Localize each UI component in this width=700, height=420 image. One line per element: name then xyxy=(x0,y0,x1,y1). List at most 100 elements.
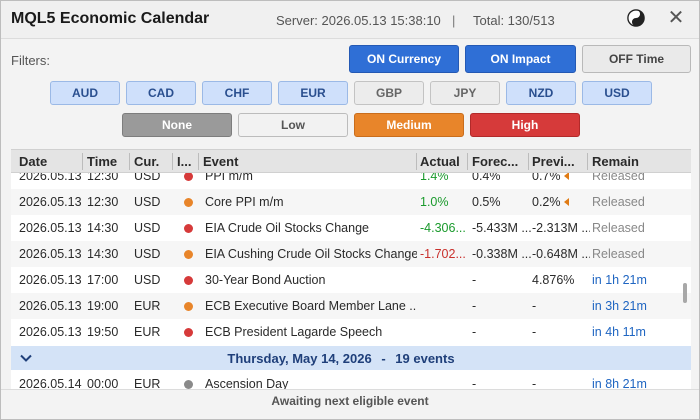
impact-button-none[interactable]: None xyxy=(122,113,232,137)
cell-remain: in 8h 21m xyxy=(592,377,647,389)
cell-forecast: - xyxy=(472,299,477,313)
column-header-actual[interactable]: Actual xyxy=(420,154,460,169)
impact-none-dot xyxy=(184,380,193,389)
column-divider[interactable] xyxy=(587,153,588,170)
revision-arrow-icon xyxy=(563,173,569,180)
time-filter-toggle[interactable]: OFF Time xyxy=(582,45,691,73)
impact-high-dot xyxy=(184,224,193,233)
status-bar: Awaiting next eligible event xyxy=(1,389,699,419)
cell-actual: -4.306... xyxy=(420,221,466,235)
column-header-date[interactable]: Date xyxy=(19,154,48,169)
column-header-time[interactable]: Time xyxy=(87,154,118,169)
cell-remain: Released xyxy=(592,247,645,261)
cell-currency: EUR xyxy=(134,377,161,389)
table-row[interactable]: 2026.05.13 19:00 EUR ECB Executive Board… xyxy=(11,293,691,319)
status-text: Awaiting next eligible event xyxy=(271,394,429,408)
column-divider[interactable] xyxy=(129,153,130,170)
cell-currency: USD xyxy=(134,195,161,209)
impact-medium-dot xyxy=(184,198,193,207)
table-row[interactable]: 2026.05.13 14:30 USD EIA Crude Oil Stock… xyxy=(11,215,691,241)
close-icon[interactable]: ✕ xyxy=(667,7,685,29)
cell-time: 17:00 xyxy=(87,273,119,287)
currency-button-chf[interactable]: CHF xyxy=(202,81,272,105)
total-count: Total: 130/513 xyxy=(473,13,555,28)
cell-previous: 0.2% xyxy=(532,195,561,209)
currency-button-eur[interactable]: EUR xyxy=(278,81,348,105)
column-header-remain[interactable]: Remain xyxy=(592,154,639,169)
cell-previous-wrap: 0.2% xyxy=(532,195,590,209)
impact-button-high[interactable]: High xyxy=(470,113,580,137)
cell-date: 2026.05.13 xyxy=(19,195,82,209)
cell-time: 19:50 xyxy=(87,325,119,339)
cell-currency: USD xyxy=(134,247,161,261)
cell-currency: USD xyxy=(134,273,161,287)
cell-event: EIA Crude Oil Stocks Change xyxy=(205,221,369,235)
cell-forecast: - xyxy=(472,273,477,287)
cell-previous: - xyxy=(532,377,537,389)
column-divider[interactable] xyxy=(82,153,83,170)
currency-button-gbp[interactable]: GBP xyxy=(354,81,424,105)
cell-event: Core PPI m/m xyxy=(205,195,284,209)
currency-button-nzd[interactable]: NZD xyxy=(506,81,576,105)
date-group-header[interactable]: Thursday, May 14, 2026 - 19 events xyxy=(11,346,691,370)
column-header-event[interactable]: Event xyxy=(203,154,239,169)
column-divider[interactable] xyxy=(528,153,529,170)
table-header: Date Time Cur. I... Event Actual Forec..… xyxy=(11,149,691,173)
currency-button-aud[interactable]: AUD xyxy=(50,81,120,105)
cell-remain: Released xyxy=(592,221,645,235)
impact-filter-toggle[interactable]: ON Impact xyxy=(465,45,576,73)
cell-remain: Released xyxy=(592,173,645,183)
column-divider[interactable] xyxy=(172,153,173,170)
cell-currency: USD xyxy=(134,221,161,235)
cell-time: 19:00 xyxy=(87,299,119,313)
cell-date: 2026.05.13 xyxy=(19,299,82,313)
cell-forecast: 0.4% xyxy=(472,173,501,183)
table-row[interactable]: 2026.05.13 17:00 USD 30-Year Bond Auctio… xyxy=(11,267,691,293)
column-header-previous[interactable]: Previ... xyxy=(532,154,575,169)
column-header-currency[interactable]: Cur. xyxy=(134,154,160,169)
column-divider[interactable] xyxy=(467,153,468,170)
column-divider[interactable] xyxy=(198,153,199,170)
impact-high-dot xyxy=(184,328,193,337)
cell-actual: -1.702... xyxy=(420,247,466,261)
impact-button-medium[interactable]: Medium xyxy=(354,113,464,137)
currency-button-usd[interactable]: USD xyxy=(582,81,652,105)
cell-time: 14:30 xyxy=(87,247,119,261)
currency-button-jpy[interactable]: JPY xyxy=(430,81,500,105)
column-divider[interactable] xyxy=(416,153,417,170)
cell-currency: USD xyxy=(134,173,161,183)
cell-date: 2026.05.13 xyxy=(19,221,82,235)
table-row[interactable]: 2026.05.13 12:30 USD PPI m/m 1.4% 0.4% 0… xyxy=(11,173,691,189)
cell-date: 2026.05.13 xyxy=(19,273,82,287)
table-row[interactable]: 2026.05.14 00:00 EUR Ascension Day - - i… xyxy=(11,371,691,389)
group-label: Thursday, May 14, 2026 - 19 events xyxy=(11,351,671,366)
events-table[interactable]: 2026.05.13 12:30 USD PPI m/m 1.4% 0.4% 0… xyxy=(11,173,691,389)
table-row[interactable]: 2026.05.13 12:30 USD Core PPI m/m 1.0% 0… xyxy=(11,189,691,215)
revision-arrow-icon xyxy=(563,198,569,206)
cell-time: 12:30 xyxy=(87,173,119,183)
impact-button-low[interactable]: Low xyxy=(238,113,348,137)
currency-filter-toggle[interactable]: ON Currency xyxy=(349,45,459,73)
cell-event: EIA Cushing Crude Oil Stocks Change xyxy=(205,247,417,261)
cell-previous: -0.648M ... xyxy=(532,247,590,261)
table-row[interactable]: 2026.05.13 14:30 USD EIA Cushing Crude O… xyxy=(11,241,691,267)
column-header-impact[interactable]: I... xyxy=(177,154,192,169)
cell-time: 14:30 xyxy=(87,221,119,235)
cell-previous: 0.7% xyxy=(532,173,561,183)
cell-remain: in 3h 21m xyxy=(592,299,647,313)
cell-event: PPI m/m xyxy=(205,173,253,183)
cell-previous: 4.876% xyxy=(532,273,575,287)
scrollbar-thumb[interactable] xyxy=(683,283,687,303)
cell-forecast: - xyxy=(472,325,477,339)
cell-actual: 1.0% xyxy=(420,195,449,209)
cell-event: ECB President Lagarde Speech xyxy=(205,325,383,339)
yin-yang-icon[interactable] xyxy=(627,9,645,27)
cell-forecast: -5.433M ... xyxy=(472,221,532,235)
chevron-down-icon[interactable] xyxy=(19,351,33,365)
server-time: Server: 2026.05.13 15:38:10 xyxy=(276,13,441,28)
column-header-forecast[interactable]: Forec... xyxy=(472,154,519,169)
cell-event: ECB Executive Board Member Lane ... xyxy=(205,299,417,313)
currency-button-cad[interactable]: CAD xyxy=(126,81,196,105)
table-row[interactable]: 2026.05.13 19:50 EUR ECB President Lagar… xyxy=(11,319,691,345)
